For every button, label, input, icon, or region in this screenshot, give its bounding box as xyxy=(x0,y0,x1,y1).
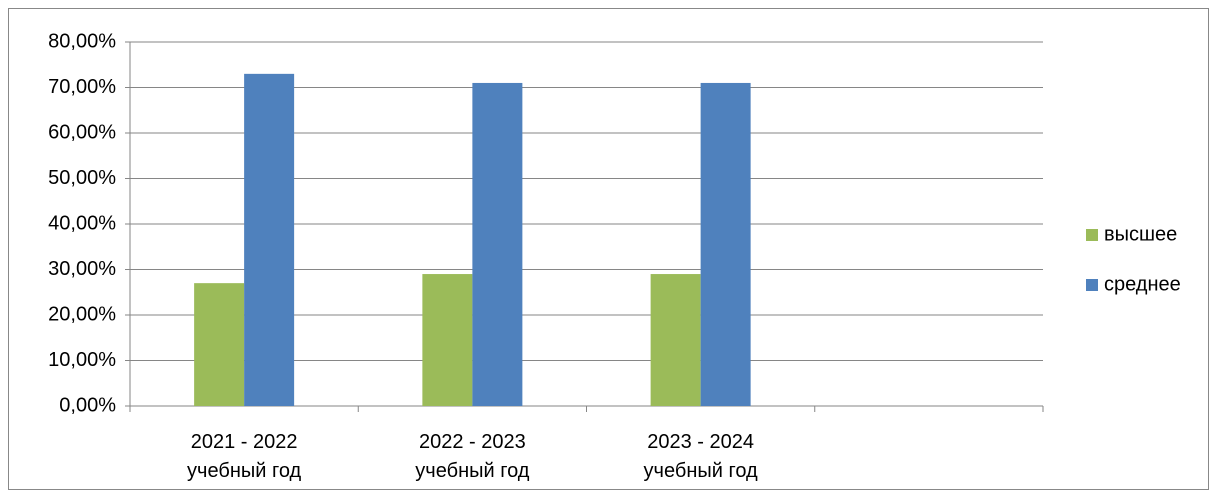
legend-swatch xyxy=(1086,229,1098,241)
x-tick-label: 2021 - 2022 учебный год xyxy=(187,431,302,482)
chart-border xyxy=(8,8,1209,490)
legend-swatch xyxy=(1086,279,1098,291)
bar xyxy=(650,274,701,406)
y-tick-label: 80,00% xyxy=(48,30,116,52)
legend-label: высшее xyxy=(1104,223,1177,245)
y-tick-label: 60,00% xyxy=(48,121,116,143)
y-tick-label: 40,00% xyxy=(48,212,116,234)
y-tick-label: 10,00% xyxy=(48,349,116,371)
y-tick-label: 0,00% xyxy=(59,394,116,416)
bar xyxy=(700,82,751,406)
bar xyxy=(422,274,473,406)
bar xyxy=(194,283,245,406)
x-tick-label: 2022 - 2023 учебный год xyxy=(415,431,530,482)
bar xyxy=(472,82,523,406)
y-tick-label: 30,00% xyxy=(48,258,116,280)
legend-label: среднее xyxy=(1104,273,1181,295)
bar xyxy=(244,73,295,406)
y-tick-label: 20,00% xyxy=(48,303,116,325)
y-tick-label: 70,00% xyxy=(48,76,116,98)
y-tick-label: 50,00% xyxy=(48,167,116,189)
x-tick-label: 2023 - 2024 учебный год xyxy=(643,431,758,482)
